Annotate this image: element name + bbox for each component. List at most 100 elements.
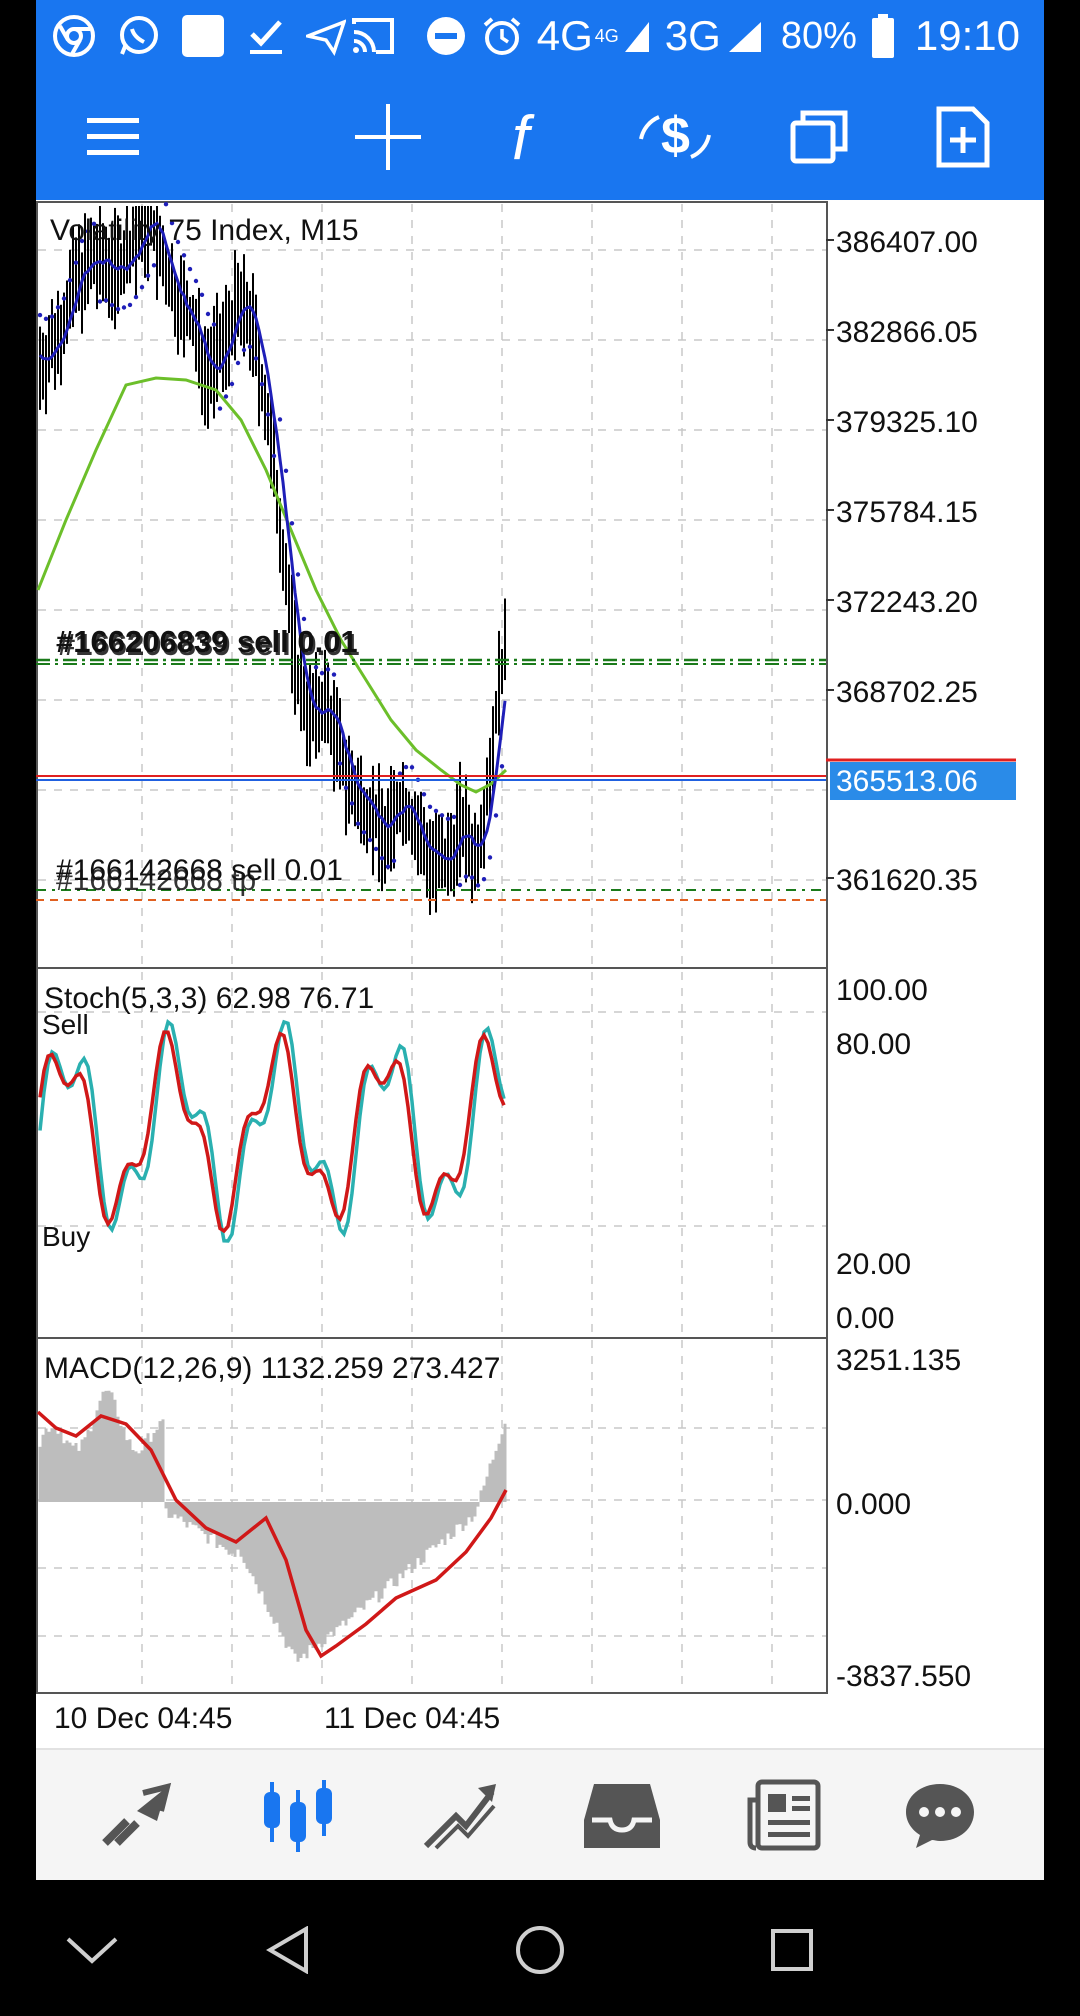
envelope-dot-34 [241, 347, 247, 353]
envelope-dot-4 [61, 296, 67, 301]
order-sell-label-overlap: #166206839 sell 0.01 [58, 627, 360, 662]
stoch-level-label-3: 0.00 [836, 1302, 894, 1335]
cast-icon [350, 16, 396, 56]
do-not-disturb-icon [425, 15, 467, 57]
battery-percent: 80% [780, 14, 857, 57]
macd-histogram [38, 1390, 507, 1662]
ma-fast-line [38, 221, 507, 861]
price-axis: 386407.00 382866.05 379325.10 375784.15 3722… [826, 226, 978, 897]
envelope-dot-11 [103, 298, 109, 303]
chart-icon[interactable] [248, 1768, 348, 1864]
macd-title: MACD(12,26,9) 1132.259 273.427 [44, 1352, 500, 1385]
envelope-dot-40 [277, 417, 283, 422]
chart-grid [38, 204, 826, 1692]
trade-dollar-icon[interactable]: $ [630, 92, 720, 182]
chat-icon[interactable] [890, 1768, 990, 1864]
stoch-buy-label: Buy [42, 1221, 90, 1252]
envelope-dot-76 [493, 813, 499, 818]
ma-slow-line [36, 376, 508, 794]
envelope-dot-57 [379, 856, 385, 861]
envelope-dot-13 [115, 306, 121, 312]
stoch-level-label-0: 100.00 [836, 974, 928, 1007]
envelope-dot-69 [451, 814, 457, 820]
envelope-dot-62 [409, 765, 415, 770]
envelope-dot-32 [229, 381, 235, 387]
envelope-dot-29 [211, 322, 217, 327]
envelope-dot-73 [475, 883, 481, 888]
envelope-dot-15 [127, 302, 133, 308]
envelope-dot-1 [43, 316, 49, 321]
envelope-dot-65 [427, 804, 433, 809]
chart-area[interactable]: Volatility 75 Index, M15 #166206839 sell… [36, 200, 1044, 1748]
envelope-dot-45 [307, 647, 313, 652]
envelope-dot-33 [235, 360, 241, 366]
envelope-dot-31 [223, 394, 229, 399]
envelope-dot-51 [343, 785, 349, 790]
envelope-dot-6 [73, 260, 79, 265]
chart-canvas[interactable]: Volatility 75 Index, M15 #166206839 sell… [36, 200, 1044, 1748]
battery-icon [871, 14, 895, 58]
price-label-1: 382866.05 [836, 316, 978, 349]
envelope-dot-43 [295, 572, 301, 577]
windows-icon[interactable] [774, 92, 864, 182]
macd-level-label-0: 3251.135 [836, 1344, 961, 1377]
envelope-dot-36 [253, 356, 259, 361]
envelope-dot-74 [481, 877, 487, 882]
envelope-dot-38 [265, 412, 271, 417]
recents-icon[interactable] [752, 1910, 832, 1990]
order-sell2-label[interactable]: #166142668 sell 0.01 [56, 854, 343, 887]
crosshair-icon[interactable] [343, 92, 433, 182]
price-label-3: 375784.15 [836, 496, 978, 529]
envelope-dot-28 [205, 311, 211, 317]
stoch-level-label-1: 80.00 [836, 1028, 911, 1061]
envelope-dot-41 [283, 468, 289, 473]
envelope-dot-37 [259, 382, 265, 387]
stoch-signal-line [38, 1018, 506, 1243]
envelope-dot-64 [421, 792, 427, 797]
menu-icon[interactable] [68, 92, 158, 182]
clock: 19:10 [914, 12, 1020, 59]
price-label-2: 379325.10 [836, 406, 978, 439]
time-label-1: 10 Dec 04:45 [54, 1702, 232, 1735]
macd-level-label-1: 0.000 [836, 1488, 911, 1521]
envelope-dot-55 [367, 837, 373, 843]
history-icon[interactable] [572, 1768, 672, 1864]
chrome-icon [52, 14, 96, 58]
back-icon[interactable] [248, 1910, 328, 1990]
price-label-4: 372243.20 [836, 586, 978, 619]
trade-icon[interactable] [410, 1768, 510, 1864]
network-4g-small-label: 4G [594, 26, 619, 46]
envelope-upper [37, 202, 505, 888]
envelope-dot-52 [349, 801, 355, 806]
envelope-dot-12 [109, 302, 115, 308]
envelope-dot-59 [391, 858, 397, 863]
envelope-dot-23 [175, 239, 181, 245]
envelope-dot-25 [187, 266, 193, 272]
envelope-dot-53 [355, 821, 361, 826]
envelope-dot-19 [151, 263, 157, 268]
order-sell-label[interactable]: #166206839 sell 0.01 [56, 624, 358, 659]
news-icon[interactable] [734, 1768, 834, 1864]
envelope-dot-44 [301, 616, 307, 622]
envelope-dot-16 [133, 294, 139, 300]
macd-axis: 3251.135 0.000 -3837.550 [836, 1344, 971, 1693]
envelope-dot-61 [403, 764, 409, 770]
envelope-dot-71 [463, 874, 469, 879]
new-order-icon[interactable] [918, 92, 1008, 182]
order-tp-label[interactable]: #166142668 tp [56, 864, 256, 897]
collapse-icon[interactable] [52, 1910, 132, 1990]
home-icon[interactable] [500, 1910, 580, 1990]
indicator-f-icon[interactable]: f [486, 92, 576, 182]
envelope-dot-67 [439, 813, 445, 818]
status-bar: 4G 4G 3G 80% 19:10 [36, 0, 1044, 72]
signal-icon [623, 18, 651, 54]
stoch-sell-label: Sell [42, 1009, 89, 1040]
envelope-dot-66 [433, 808, 439, 814]
envelope-dot-72 [469, 875, 475, 880]
stoch-level-label-2: 20.00 [836, 1248, 911, 1281]
quotes-icon[interactable] [86, 1768, 186, 1864]
stoch-main-line [38, 1030, 506, 1234]
envelope-dot-35 [247, 344, 253, 349]
envelope-dot-68 [445, 816, 451, 821]
